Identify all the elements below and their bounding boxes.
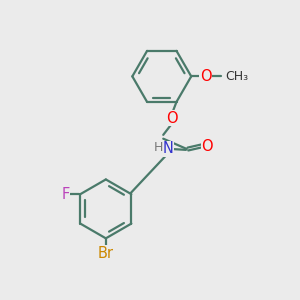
Text: O: O — [201, 139, 213, 154]
Text: O: O — [200, 69, 212, 84]
Text: CH₃: CH₃ — [226, 70, 249, 83]
Text: H: H — [154, 141, 163, 154]
Text: Br: Br — [98, 246, 114, 261]
Text: N: N — [162, 142, 173, 157]
Text: O: O — [166, 111, 178, 126]
Text: F: F — [61, 187, 70, 202]
